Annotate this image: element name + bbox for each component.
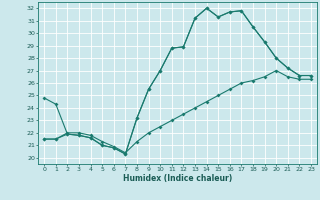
X-axis label: Humidex (Indice chaleur): Humidex (Indice chaleur) (123, 174, 232, 183)
